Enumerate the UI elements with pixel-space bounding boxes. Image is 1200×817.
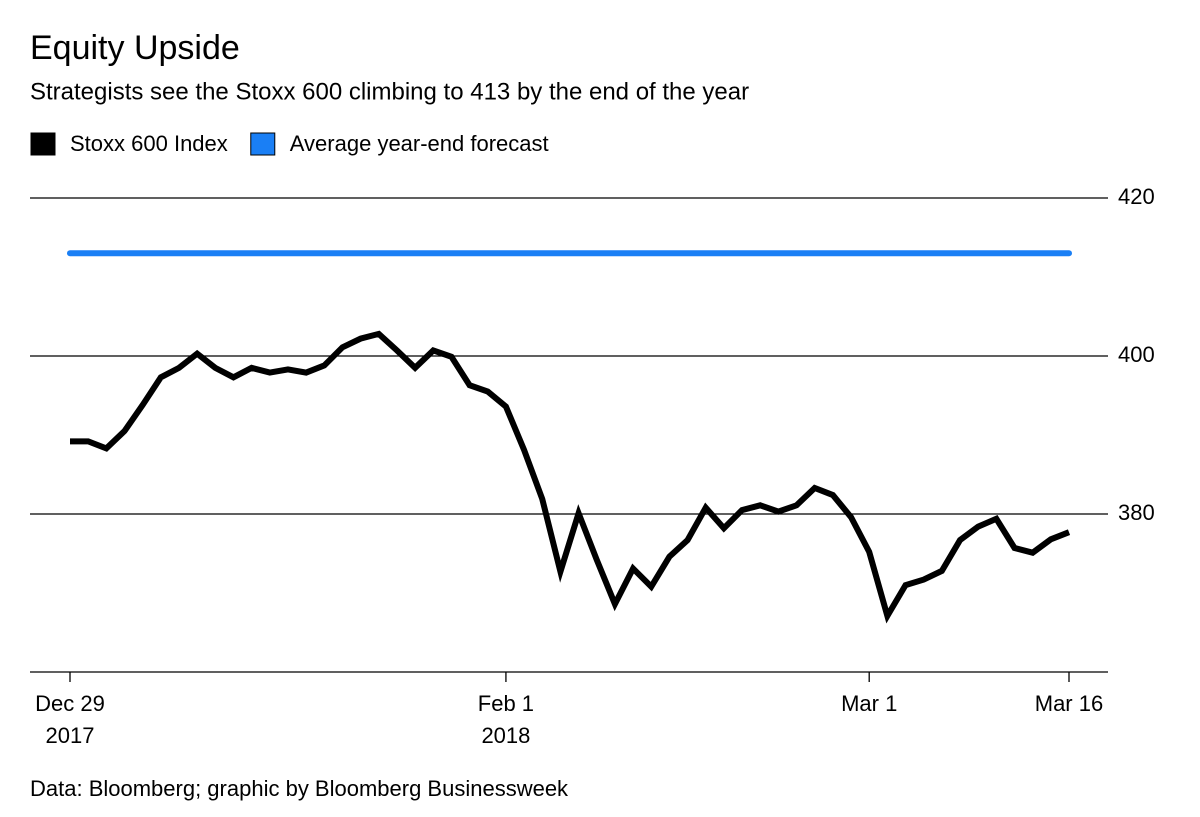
chart-title: Equity Upside [30, 29, 240, 67]
x-tick-label: Mar 1 [841, 691, 898, 716]
source-note: Data: Bloomberg; graphic by Bloomberg Bu… [30, 776, 569, 801]
y-tick-label: 400 [1118, 342, 1155, 367]
series-line [70, 330, 1071, 624]
legend-swatch [250, 132, 276, 156]
legend-swatch [30, 132, 56, 156]
x-tick-label: Mar 16 [1034, 691, 1104, 716]
y-tick-label: 380 [1118, 500, 1155, 525]
x-tick-label: Feb 1 2018 [477, 691, 535, 748]
x-tick-label: Dec 29 2017 [35, 691, 105, 748]
chart-subtitle: Strategists see the Stoxx 600 climbing t… [30, 78, 749, 105]
y-tick-label: 420 [1118, 184, 1155, 209]
legend-label: Stoxx 600 Index [70, 131, 228, 156]
legend-label: Average year-end forecast [290, 131, 549, 156]
